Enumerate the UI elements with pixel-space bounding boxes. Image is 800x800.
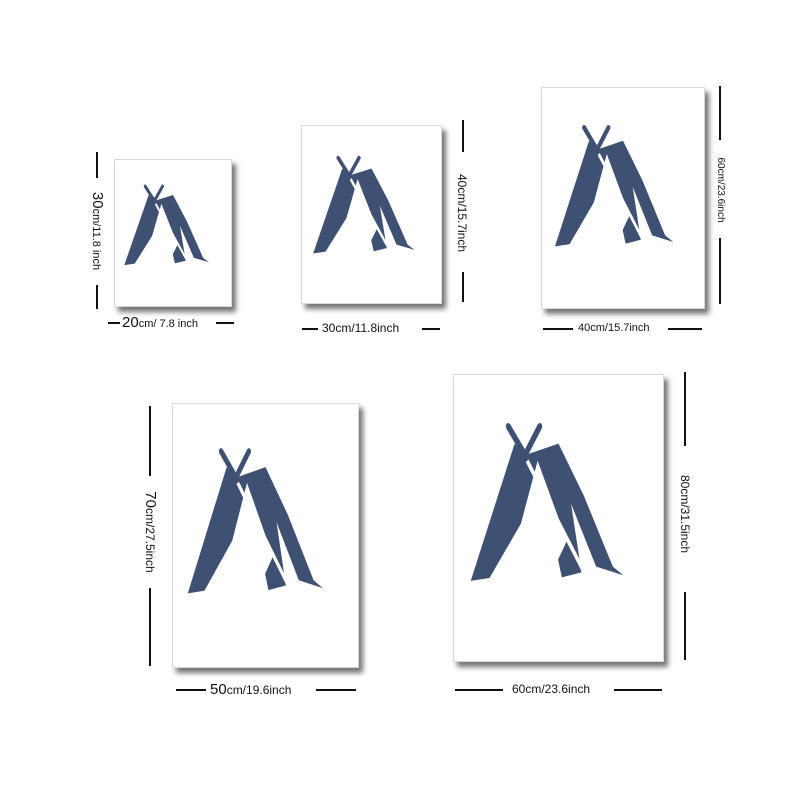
- tent-icon: [124, 184, 209, 266]
- poster-20x30: [114, 159, 232, 307]
- height-label: 60cm/23.6inch: [715, 157, 726, 223]
- height-unit: cm/27.5inch: [143, 507, 157, 573]
- width-unit: cm/ 7.8 inch: [138, 318, 198, 330]
- height-label: 70cm/27.5inch: [142, 491, 159, 573]
- width-label: 20cm/ 7.8 inch: [122, 315, 198, 331]
- width-line-left: [543, 328, 573, 330]
- poster-30x40: [301, 125, 442, 304]
- width-line-left: [108, 322, 120, 324]
- width-line-right: [216, 322, 234, 324]
- tent-icon: [470, 423, 624, 581]
- height-line-top: [149, 406, 151, 476]
- width-line-left: [302, 328, 318, 330]
- height-line-top: [462, 120, 464, 152]
- height-line-bottom: [149, 588, 151, 666]
- height-line-bottom: [96, 285, 98, 309]
- height-number: 70: [142, 491, 159, 508]
- height-line-bottom: [684, 592, 686, 660]
- poster-40x60: [541, 87, 705, 309]
- poster-60x80: [453, 374, 664, 662]
- width-line-right: [614, 689, 662, 691]
- height-line-top: [719, 86, 721, 140]
- width-number: 50: [210, 681, 227, 698]
- height-label: 80cm/31.5inch: [678, 474, 692, 554]
- width-line-right: [668, 328, 702, 330]
- tent-icon: [554, 124, 674, 247]
- width-label: 60cm/23.6inch: [512, 682, 591, 696]
- tent-icon: [313, 155, 415, 254]
- width-number: 20: [122, 314, 139, 331]
- height-unit: cm/11.8 inch: [90, 208, 102, 271]
- tent-icon: [187, 448, 323, 594]
- width-unit: cm/19.6inch: [226, 683, 292, 697]
- height-label: 30cm/11.8 inch: [89, 191, 106, 271]
- height-line-bottom: [719, 238, 721, 304]
- width-line-left: [455, 689, 503, 691]
- height-line-top: [96, 152, 98, 178]
- width-line-left: [176, 689, 206, 691]
- height-label: 40cm/15.7inch: [455, 173, 469, 253]
- width-label: 50cm/19.6inch: [210, 682, 291, 698]
- height-line-bottom: [462, 272, 464, 302]
- height-line-top: [684, 372, 686, 446]
- width-label: 40cm/15.7inch: [578, 322, 650, 334]
- width-line-right: [316, 689, 356, 691]
- poster-50x70: [172, 403, 359, 668]
- height-number: 30: [89, 191, 106, 209]
- width-label: 30cm/11.8inch: [322, 321, 400, 335]
- width-line-right: [422, 328, 440, 330]
